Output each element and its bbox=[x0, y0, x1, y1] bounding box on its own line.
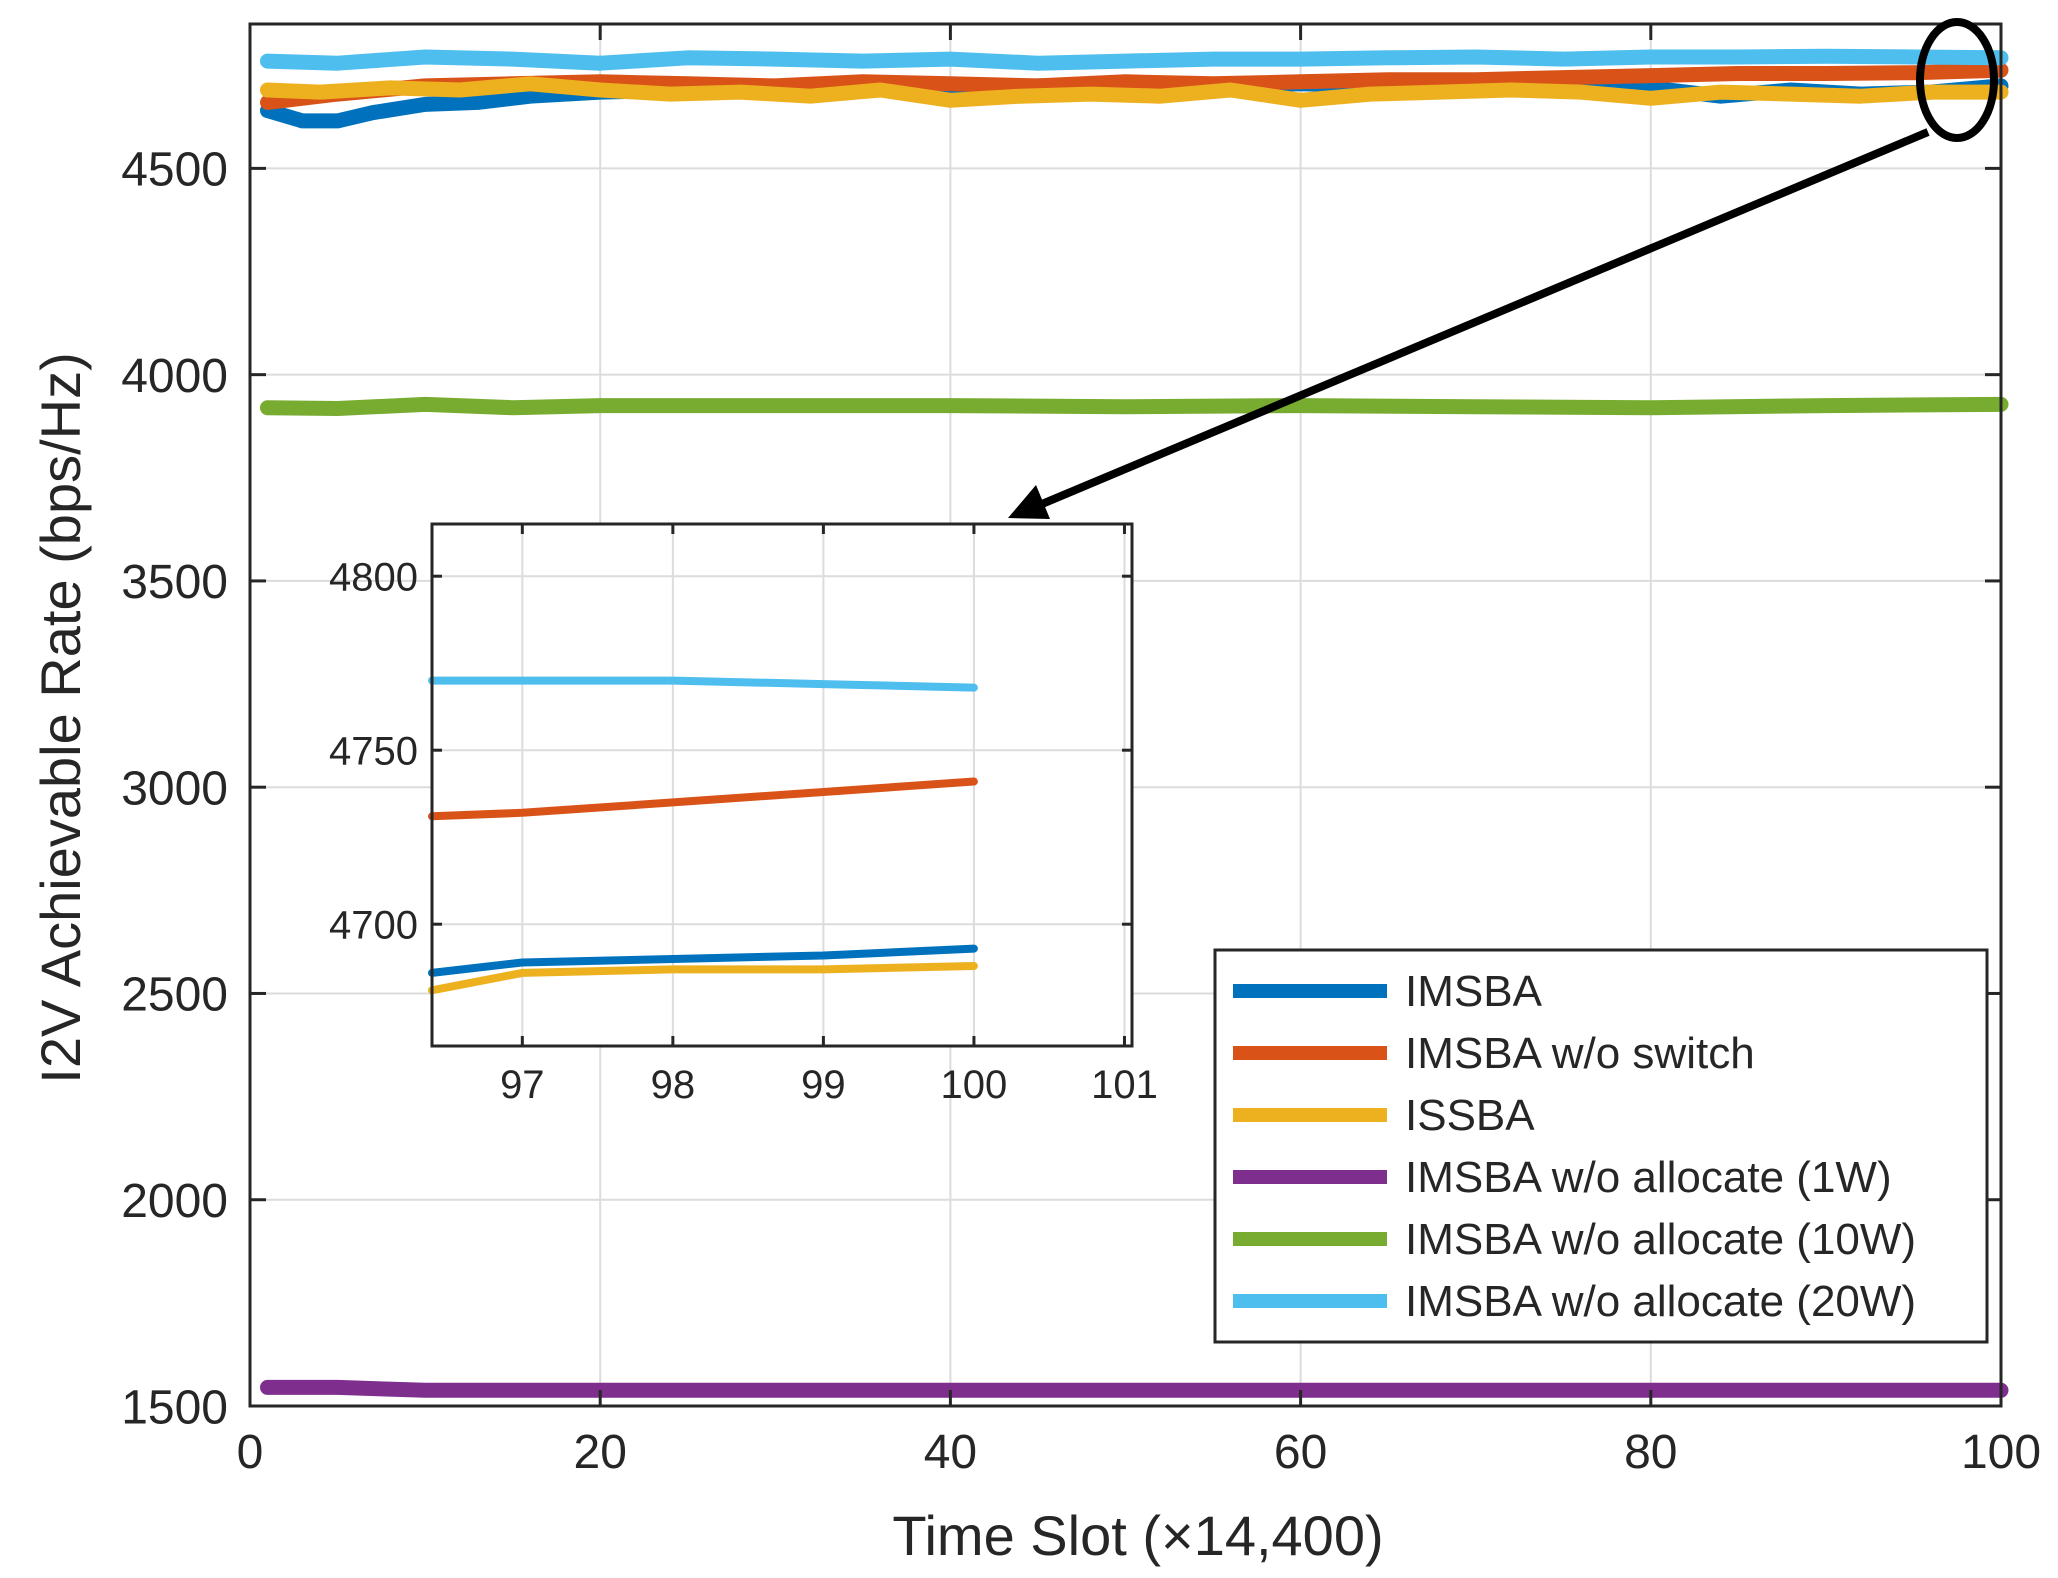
legend-label-issba: ISSBA bbox=[1405, 1091, 1535, 1140]
x-axis-label: Time Slot (×14,400) bbox=[892, 1504, 1383, 1567]
legend-label-imsba-w-o-allocate-20w: IMSBA w/o allocate (20W) bbox=[1405, 1277, 1916, 1326]
main-series-issba bbox=[260, 76, 2009, 108]
main-y-tick-label: 4000 bbox=[121, 350, 228, 403]
inset-x-tick-label: 101 bbox=[1091, 1063, 1158, 1107]
inset-y-tick-label: 4700 bbox=[329, 904, 418, 948]
inset-ticks: 97 98 99 100 101 4700 4750 4800 bbox=[329, 524, 1158, 1107]
main-x-tick-label: 100 bbox=[1961, 1426, 2041, 1479]
main-series-imsba-w-o-allocate-1w bbox=[260, 1379, 2009, 1398]
legend-label-imsba-w-o-allocate-10w: IMSBA w/o allocate (10W) bbox=[1405, 1215, 1916, 1264]
main-ticks: 0 20 40 60 80 100 1500 2000 2500 3000 3500 4000 4500 bbox=[121, 24, 2041, 1479]
legend-box bbox=[1213, 948, 1989, 1344]
main-x-tick-label: 80 bbox=[1624, 1426, 1677, 1479]
inset-series-issba bbox=[428, 962, 978, 995]
main-y-tick-label: 2000 bbox=[121, 1175, 228, 1228]
y-axis-label: I2V Achievable Rate (bps/Hz) bbox=[29, 352, 92, 1083]
main-y-tick-label: 1500 bbox=[121, 1381, 228, 1434]
zoom-arrow bbox=[1040, 128, 1930, 508]
inset-y-tick-label: 4750 bbox=[329, 730, 418, 774]
inset-series-group bbox=[428, 676, 978, 995]
inset-y-tick-label: 4800 bbox=[329, 556, 418, 600]
inset-x-tick-label: 100 bbox=[941, 1063, 1008, 1107]
legend-label-imsba: IMSBA bbox=[1405, 967, 1543, 1016]
inset-x-tick-label: 98 bbox=[651, 1063, 696, 1107]
main-x-tick-label: 60 bbox=[1274, 1426, 1327, 1479]
main-x-tick-label: 40 bbox=[924, 1426, 977, 1479]
inset-series-imsba-w-o-allocate-20w bbox=[428, 676, 978, 692]
main-x-tick-label: 20 bbox=[574, 1426, 627, 1479]
inset-x-tick-label: 97 bbox=[500, 1063, 545, 1107]
main-plot-frame bbox=[248, 22, 2003, 1408]
zoom-arrow-head bbox=[1008, 485, 1050, 519]
main-series-imsba-w-o-allocate-10w bbox=[260, 396, 2009, 416]
main-y-tick-label: 3500 bbox=[121, 556, 228, 609]
main-x-tick-label: 0 bbox=[237, 1426, 264, 1479]
inset-x-tick-label: 99 bbox=[801, 1063, 846, 1107]
main-y-tick-label: 3000 bbox=[121, 762, 228, 815]
main-y-tick-label: 2500 bbox=[121, 969, 228, 1022]
main-y-tick-label: 4500 bbox=[121, 144, 228, 197]
inset-series-imsba-w-o-switch bbox=[428, 777, 978, 821]
main-series-imsba-w-o-allocate-20w bbox=[260, 48, 2009, 71]
inset-series-imsba bbox=[428, 944, 978, 977]
legend: IMSBA IMSBA w/o switch ISSBA IMSBA w/o allo… bbox=[1213, 948, 1989, 1344]
zoom-highlight-ellipse bbox=[1916, 18, 1998, 142]
legend-label-imsba-w-o-allocate-1w: IMSBA w/o allocate (1W) bbox=[1405, 1153, 1892, 1202]
legend-label-imsba-w-o-switch: IMSBA w/o switch bbox=[1405, 1029, 1755, 1078]
inset-plot-frame bbox=[430, 522, 1134, 1048]
main-series-group bbox=[260, 48, 2009, 1398]
